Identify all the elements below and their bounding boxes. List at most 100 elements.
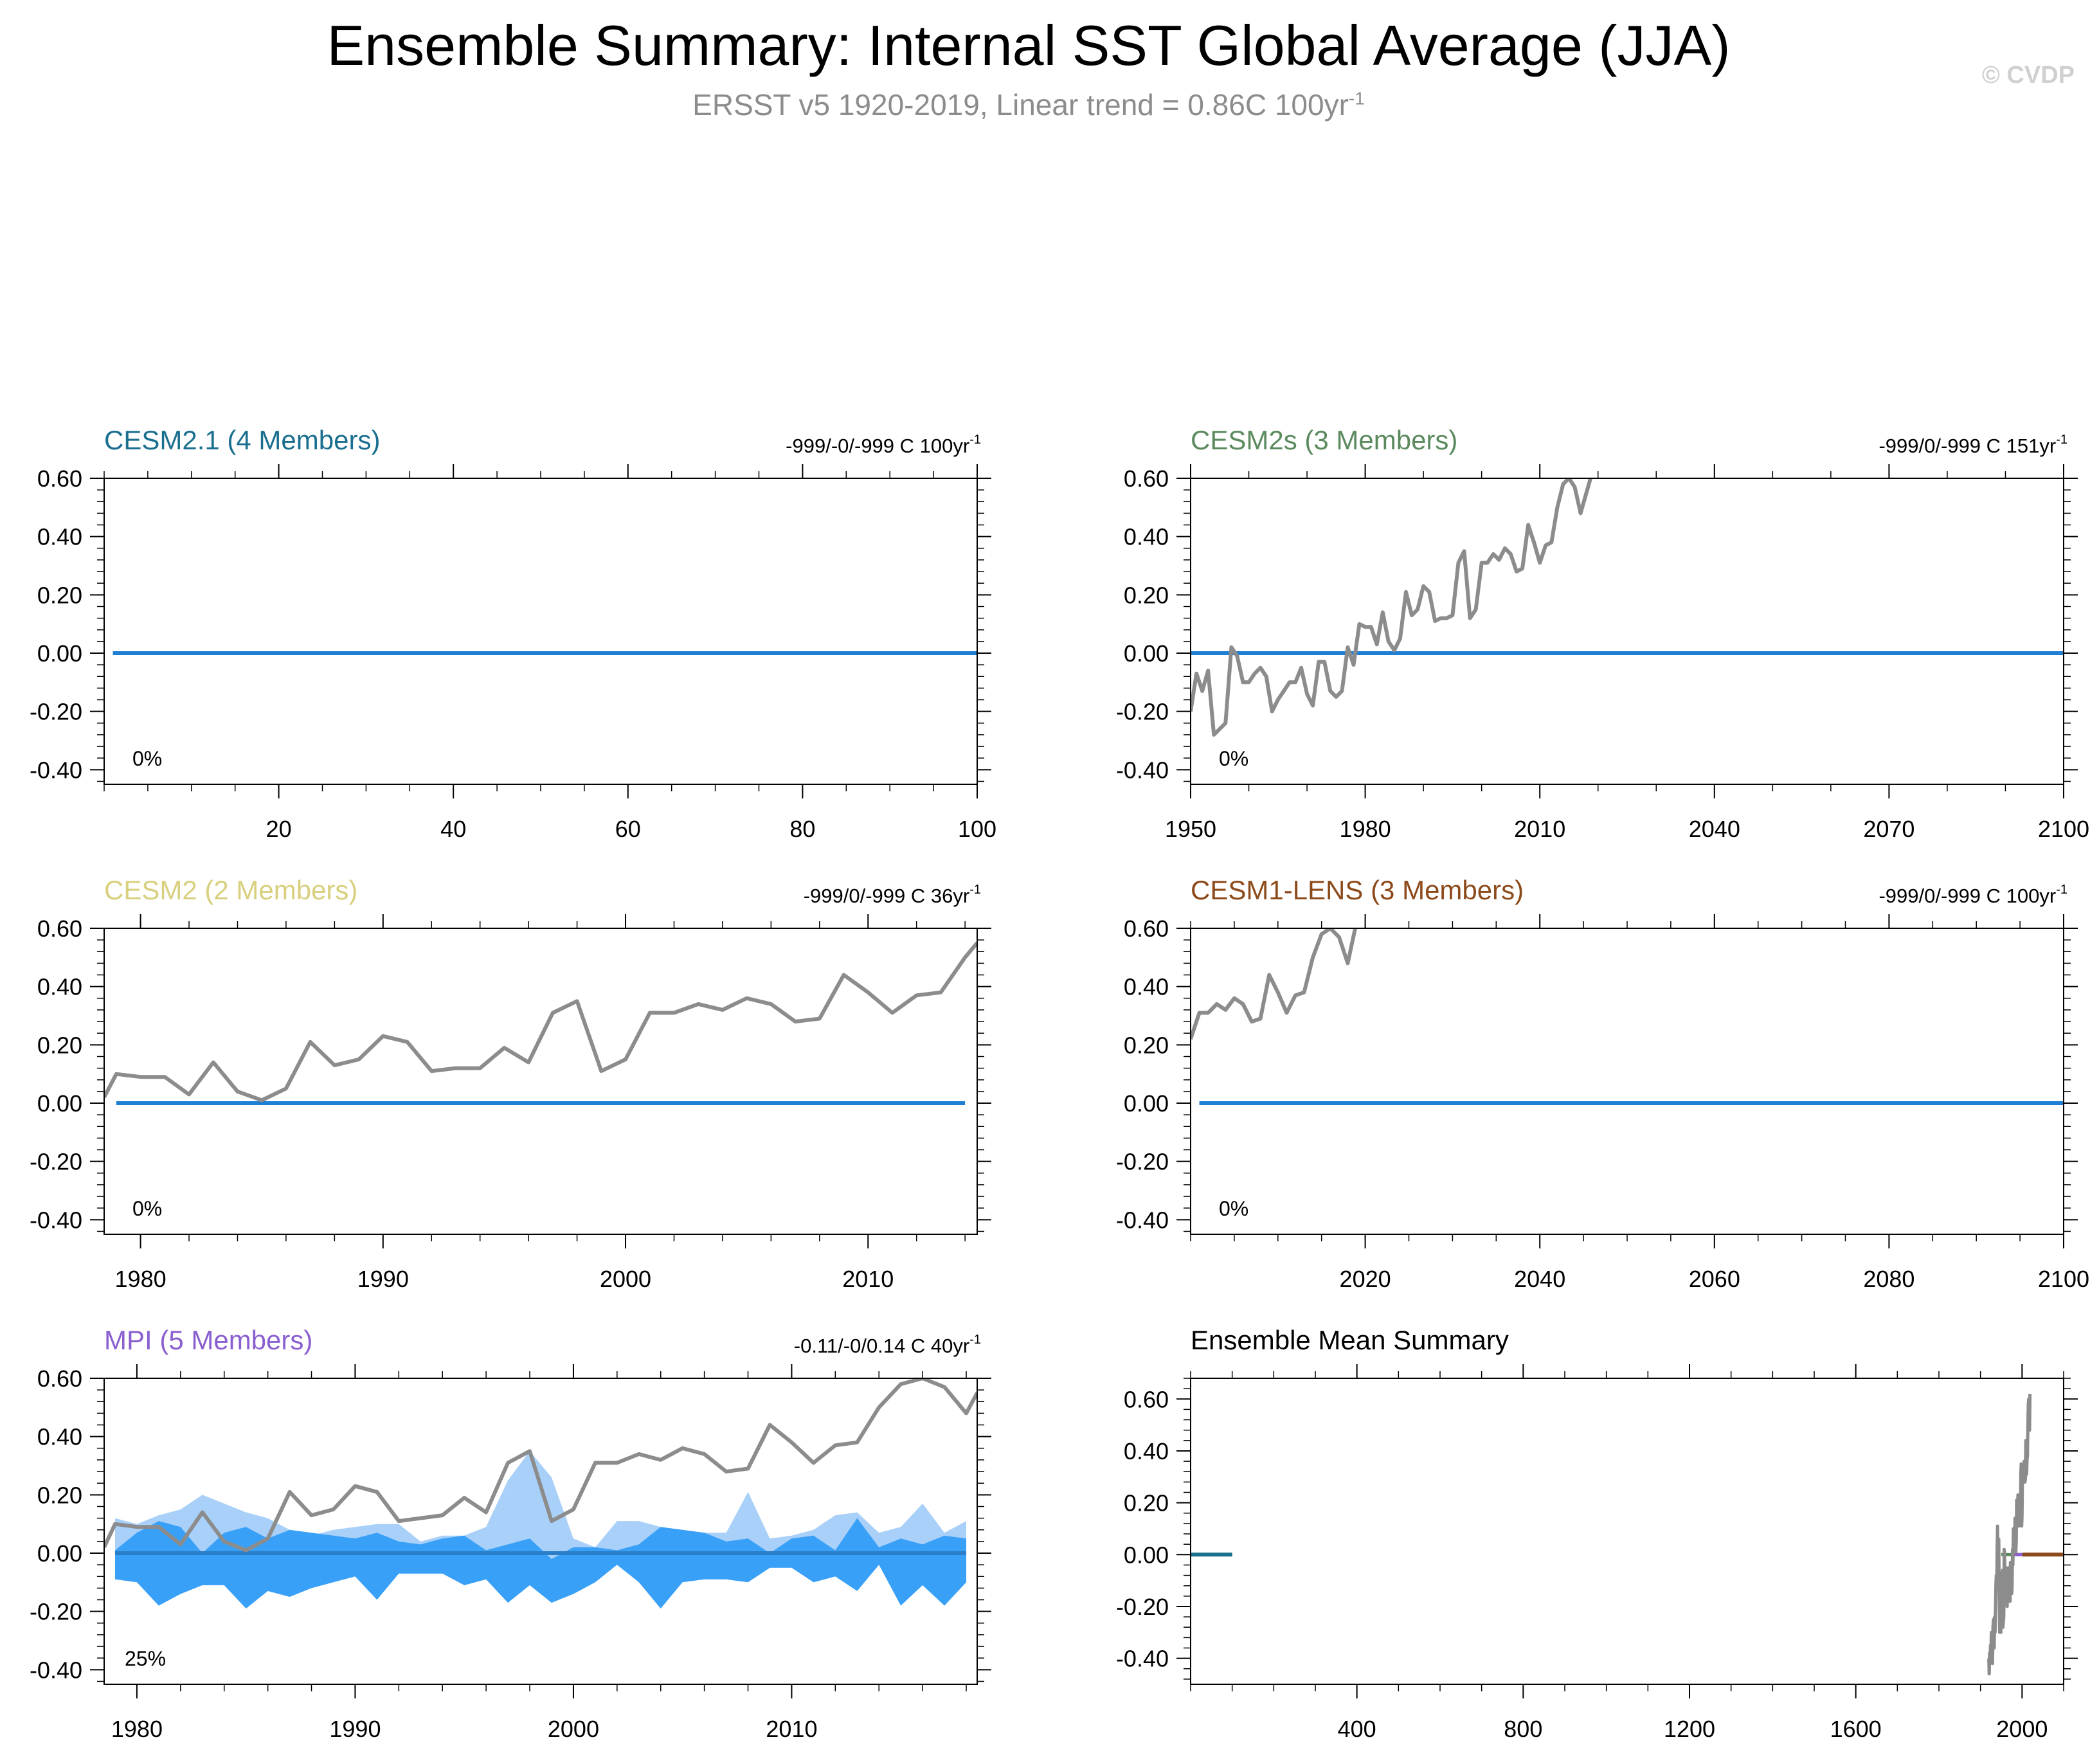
panel-trend-stat: -0.11/-0/0.14 C 40yr-1 <box>794 1333 981 1357</box>
y-tick-label: 0.00 <box>37 1090 82 1117</box>
x-tick-label: 2000 <box>600 1266 651 1292</box>
chart-panel-5: MPI (5 Members) -0.11/-0/0.14 C 40yr-1-0.… <box>30 1325 991 1742</box>
y-tick-label: 0.40 <box>37 524 82 550</box>
plot-frame <box>1190 1378 2064 1685</box>
plot-area <box>1191 478 2064 737</box>
y-tick-label: 0.60 <box>37 465 82 492</box>
y-tick-label: 0.60 <box>1124 1386 1169 1412</box>
y-tick-label: -0.20 <box>1116 699 1169 725</box>
chart-panel-1: CESM2.1 (4 Members) -999/-0/-999 C 100yr-… <box>30 425 996 842</box>
y-tick-label: 0.00 <box>1124 640 1169 667</box>
x-tick-label: 2000 <box>1996 1716 2048 1742</box>
y-tick-label: -0.40 <box>1116 1646 1169 1672</box>
x-tick-label: 60 <box>615 816 641 842</box>
plot-frame <box>1190 478 2064 785</box>
subtitle-text: ERSST v5 1920-2019, Linear trend = 0.86C… <box>692 88 1349 122</box>
y-tick-label: 0.40 <box>1124 1438 1169 1464</box>
x-tick-label: 1980 <box>111 1716 163 1742</box>
x-tick-label: 20 <box>266 816 292 842</box>
copyright-label: © CVDP <box>1981 62 2075 89</box>
y-tick-label: 0.40 <box>37 974 82 1000</box>
panel-title: CESM2s (3 Members) <box>1191 425 1457 455</box>
plot-area <box>104 1378 977 1609</box>
panel-trend-stat: -999/0/-999 C 36yr-1 <box>804 883 981 907</box>
series-line-2 <box>1191 478 1593 737</box>
y-tick-label: 0.20 <box>1124 1032 1169 1058</box>
plot-area <box>1191 928 2064 1105</box>
panel-trend-stat-exponent: -1 <box>2056 883 2067 897</box>
y-tick-label: -0.40 <box>1116 1207 1169 1233</box>
x-tick-label: 1950 <box>1165 816 1216 842</box>
panel-trend-stat: -999/-0/-999 C 100yr-1 <box>786 433 981 457</box>
x-tick-label: 1990 <box>357 1266 409 1292</box>
panel-trend-stat: -999/0/-999 C 151yr-1 <box>1878 433 2067 457</box>
panel-trend-stat-text: -0.11/-0/0.14 C 40yr <box>794 1335 969 1357</box>
panel-trend-stat-text: -999/0/-999 C 151yr <box>1878 435 2056 457</box>
series-line-6 <box>1987 1394 2032 1676</box>
panel-trend-stat-text: -999/-0/-999 C 100yr <box>786 435 969 457</box>
y-tick-label: 0.60 <box>1124 465 1169 492</box>
plot-frame <box>1190 928 2064 1235</box>
panel-trend-stat-text: -999/0/-999 C 100yr <box>1878 885 2056 907</box>
chart-panel-6: Ensemble Mean Summary -0.40 -0.20 0.00 0.20 0… <box>1116 1325 2078 1742</box>
x-tick-label: 2100 <box>2038 816 2089 842</box>
y-tick-label: 0.00 <box>1124 1090 1169 1117</box>
x-tick-label: 800 <box>1504 1716 1542 1742</box>
plot-area <box>104 941 977 1105</box>
chart-panel-2: CESM2s (3 Members) -999/0/-999 C 151yr-1-… <box>1116 425 2089 842</box>
y-tick-label: -0.20 <box>30 1149 82 1175</box>
panel-trend-stat-exponent: -1 <box>969 1333 981 1347</box>
x-tick-label: 1990 <box>329 1716 381 1742</box>
y-tick-label: 0.20 <box>37 582 82 608</box>
y-tick-label: 0.20 <box>1124 1490 1169 1516</box>
panel-trend-stat: -999/0/-999 C 100yr-1 <box>1878 883 2067 907</box>
panel-title: MPI (5 Members) <box>104 1325 312 1355</box>
x-tick-label: 2060 <box>1689 1266 1740 1292</box>
chart-panel-4: CESM1-LENS (3 Members) -999/0/-999 C 100y… <box>1116 875 2089 1292</box>
chart-panel-3: CESM2 (2 Members) -999/0/-999 C 36yr-1 -0.… <box>30 875 991 1292</box>
x-tick-label: 400 <box>1338 1716 1376 1742</box>
y-tick-label: 0.20 <box>37 1482 82 1508</box>
y-tick-label: 0.20 <box>1124 582 1169 608</box>
subtitle-exponent: -1 <box>1348 88 1365 109</box>
panel-trend-stat-exponent: -1 <box>2056 433 2067 447</box>
plot-frame <box>104 928 978 1235</box>
y-tick-label: -0.40 <box>30 757 82 783</box>
x-tick-label: 2010 <box>1514 816 1565 842</box>
percent-label: 0% <box>1219 747 1248 770</box>
y-tick-label: 0.40 <box>37 1424 82 1450</box>
y-tick-label: -0.40 <box>30 1207 82 1233</box>
x-tick-label: 1600 <box>1830 1716 1882 1742</box>
percent-label: 0% <box>132 747 162 770</box>
y-tick-label: 0.60 <box>37 1365 82 1392</box>
y-tick-label: 0.00 <box>37 1540 82 1567</box>
page-title: Ensemble Summary: Internal SST Global Av… <box>327 14 1731 77</box>
plot-frame <box>104 478 978 785</box>
y-tick-label: 0.00 <box>1124 1542 1169 1568</box>
x-tick-label: 80 <box>789 816 815 842</box>
x-tick-label: 2040 <box>1514 1266 1565 1292</box>
y-tick-label: -0.40 <box>30 1657 82 1683</box>
percent-label: 0% <box>1219 1197 1248 1220</box>
y-tick-label: -0.20 <box>1116 1594 1169 1620</box>
y-tick-label: -0.20 <box>30 699 82 725</box>
panel-title: Ensemble Mean Summary <box>1191 1325 1509 1355</box>
series-line-2 <box>104 941 977 1102</box>
x-tick-label: 2010 <box>766 1716 817 1742</box>
panel-trend-stat-exponent: -1 <box>969 883 981 897</box>
page-subtitle: ERSST v5 1920-2019, Linear trend = 0.86C… <box>0 87 2057 122</box>
panel-title: CESM2 (2 Members) <box>104 875 357 905</box>
y-tick-label: -0.20 <box>1116 1149 1169 1175</box>
percent-label: 25% <box>125 1647 166 1670</box>
y-tick-label: 0.40 <box>1124 974 1169 1000</box>
y-tick-label: -0.20 <box>30 1599 82 1625</box>
x-tick-label: 2040 <box>1689 816 1740 842</box>
y-tick-label: 0.40 <box>1124 524 1169 550</box>
series-line-2 <box>104 1378 977 1553</box>
y-tick-label: 0.00 <box>37 640 82 667</box>
plot-frame <box>104 1378 978 1685</box>
y-tick-label: -0.40 <box>1116 757 1169 783</box>
y-tick-label: 0.60 <box>37 915 82 942</box>
plot-area <box>1191 1394 2064 1676</box>
